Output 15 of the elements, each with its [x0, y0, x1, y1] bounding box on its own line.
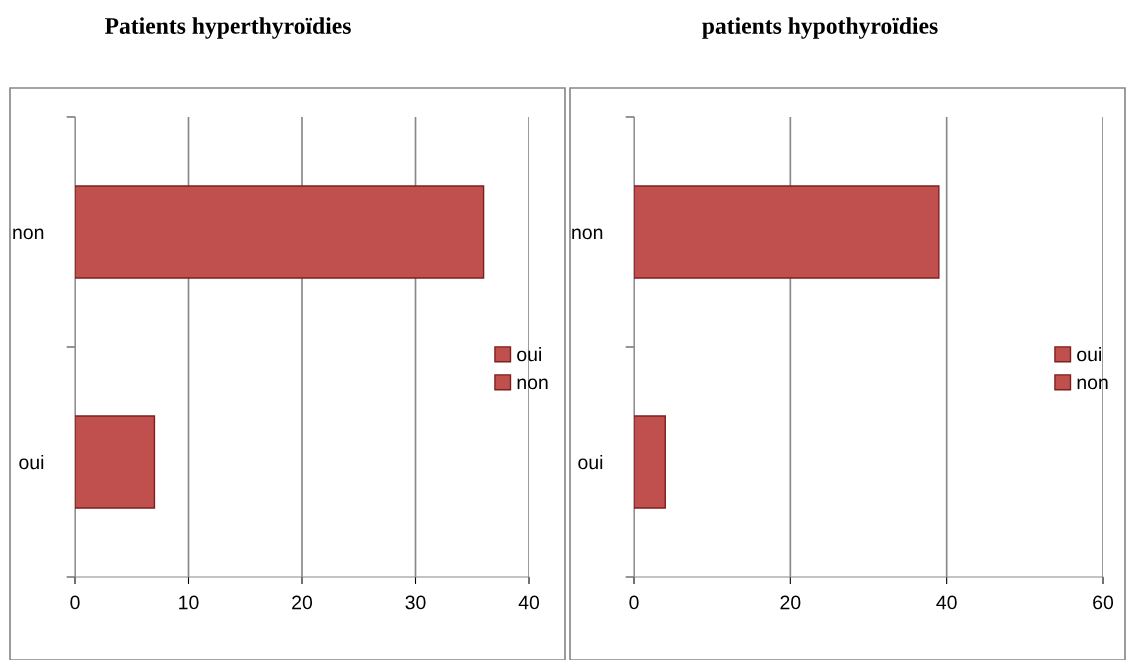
legend-label: non: [1077, 378, 1108, 390]
x-tick-label: 0: [629, 595, 639, 610]
x-tick-label: 40: [518, 595, 540, 610]
x-tick-label: 10: [179, 595, 199, 610]
x-tick-label: 30: [405, 595, 426, 610]
legend-label: oui: [1077, 347, 1101, 362]
x-tick-label: 40: [936, 595, 957, 610]
legend-label: non: [517, 378, 548, 390]
x-tick-label: 20: [780, 595, 801, 610]
x-tick-label: 20: [292, 595, 313, 610]
x-tick-label: 0: [70, 595, 80, 610]
chart-title: patients hypothyroïdies: [702, 17, 938, 39]
x-tick-label: 60: [1093, 595, 1114, 610]
legend-label: oui: [517, 347, 541, 362]
chart-title: Patients hyperthyroïdies: [104, 17, 351, 39]
